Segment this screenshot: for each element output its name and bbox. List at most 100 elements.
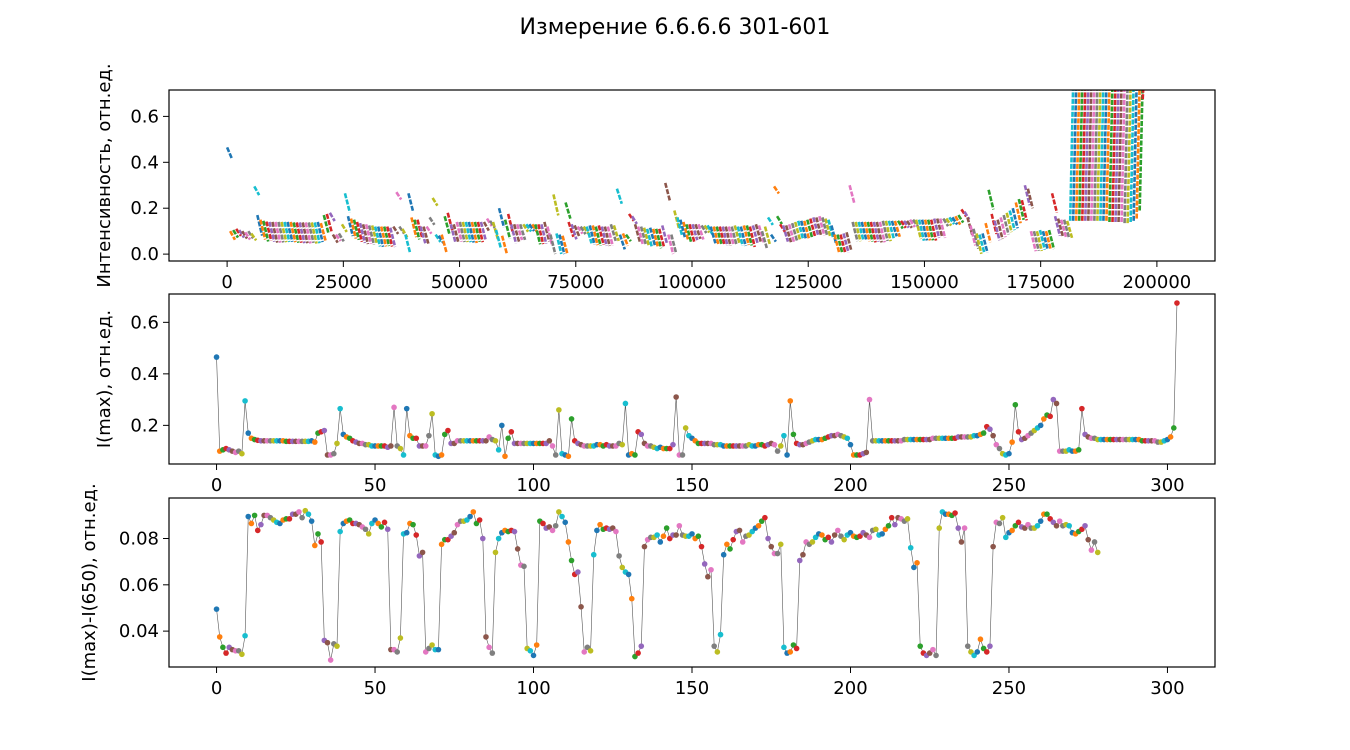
intensity-segment xyxy=(364,223,373,245)
intensity-segment xyxy=(1029,230,1038,252)
intensity-segment xyxy=(470,221,478,244)
data-point xyxy=(673,532,679,538)
intensity-segment xyxy=(1008,210,1016,231)
y-tick-label: 0.6 xyxy=(130,106,159,127)
data-point xyxy=(552,522,559,529)
intensity-segment xyxy=(942,217,950,227)
data-point xyxy=(930,646,936,653)
data-point xyxy=(765,535,771,542)
intensity-segment xyxy=(664,182,672,202)
intensity-segment xyxy=(588,225,596,245)
intensity-segment xyxy=(999,217,1007,238)
intensity-segment xyxy=(818,215,826,236)
panel-imax-marks xyxy=(213,300,1180,460)
data-point xyxy=(1006,450,1012,457)
x-tick-label: 150 xyxy=(675,475,709,496)
intensity-segment xyxy=(670,234,678,254)
data-point xyxy=(337,528,343,535)
data-point xyxy=(1044,511,1050,518)
intensity-segment xyxy=(1059,219,1068,238)
intensity-segment xyxy=(503,219,512,240)
intensity-segment xyxy=(815,217,823,237)
intensity-segment xyxy=(984,222,992,243)
data-point xyxy=(682,425,689,431)
intensity-segment xyxy=(642,227,651,247)
x-tick-label: 150000 xyxy=(890,272,959,293)
data-point xyxy=(622,400,629,407)
intensity-segment xyxy=(902,220,910,229)
data-point xyxy=(559,513,565,520)
data-point xyxy=(987,643,993,649)
data-point xyxy=(1085,536,1092,543)
intensity-segment xyxy=(851,221,859,242)
data-point xyxy=(847,441,854,448)
data-point xyxy=(483,438,489,444)
intensity-segment xyxy=(325,213,333,233)
data-point xyxy=(403,529,410,536)
intensity-segment xyxy=(633,223,642,243)
x-tick-label: 50000 xyxy=(431,272,488,293)
intensity-segment xyxy=(657,228,666,248)
data-point xyxy=(1066,522,1072,529)
intensity-segment xyxy=(543,221,551,242)
intensity-segment xyxy=(1111,90,1117,223)
intensity-segment xyxy=(878,221,886,243)
intensity-segment xyxy=(709,226,717,244)
intensity-segment xyxy=(790,222,799,242)
data-point xyxy=(914,560,920,566)
data-point xyxy=(495,535,502,542)
intensity-segment xyxy=(772,185,780,195)
data-point xyxy=(1056,518,1063,524)
intensity-segment xyxy=(857,221,865,242)
data-point xyxy=(299,514,305,521)
intensity-segment xyxy=(528,223,536,232)
intensity-segment xyxy=(410,217,418,238)
x-tick-label: 200 xyxy=(833,475,867,496)
intensity-segment xyxy=(458,221,466,243)
data-point xyxy=(955,525,962,531)
intensity-segment xyxy=(1014,202,1022,224)
data-point xyxy=(489,650,496,656)
data-point xyxy=(511,528,518,535)
intensity-segment xyxy=(736,226,744,246)
intensity-segment xyxy=(500,235,509,255)
intensity-segment xyxy=(754,223,763,243)
intensity-segment xyxy=(476,221,485,243)
intensity-segment xyxy=(1035,230,1044,252)
data-point xyxy=(397,445,404,452)
intensity-segment xyxy=(1120,90,1126,223)
intensity-segment xyxy=(1038,229,1047,250)
panel-diff-xticks: 0 50 100 150 200 250 300 xyxy=(211,667,1185,699)
intensity-segment xyxy=(1132,90,1138,221)
intensity-segment xyxy=(1090,90,1096,221)
data-point xyxy=(258,521,264,528)
intensity-segment xyxy=(379,226,388,247)
intensity-segment xyxy=(694,223,702,240)
intensity-segment xyxy=(540,223,548,244)
data-point xyxy=(549,443,556,449)
data-point xyxy=(305,511,312,518)
intensity-segment xyxy=(238,229,246,239)
intensity-segment xyxy=(630,215,638,225)
intensity-segment xyxy=(497,207,506,228)
intensity-segment xyxy=(298,222,306,244)
data-point xyxy=(216,634,223,640)
intensity-segment xyxy=(355,221,364,243)
intensity-segment xyxy=(1005,212,1013,233)
data-point xyxy=(245,513,252,520)
data-point xyxy=(254,527,261,534)
intensity-segment xyxy=(301,222,309,244)
data-point xyxy=(1075,447,1082,453)
data-point xyxy=(1079,405,1085,412)
data-point xyxy=(556,407,562,413)
data-point xyxy=(362,526,369,533)
intensity-segment xyxy=(751,225,759,245)
data-point xyxy=(866,534,873,541)
data-point xyxy=(990,432,996,439)
data-point xyxy=(476,517,483,523)
intensity-segment xyxy=(552,194,560,216)
intensity-segment xyxy=(748,226,756,248)
intensity-segment xyxy=(1105,90,1111,221)
intensity-segment xyxy=(512,223,521,242)
x-tick-label: 50 xyxy=(364,475,387,496)
